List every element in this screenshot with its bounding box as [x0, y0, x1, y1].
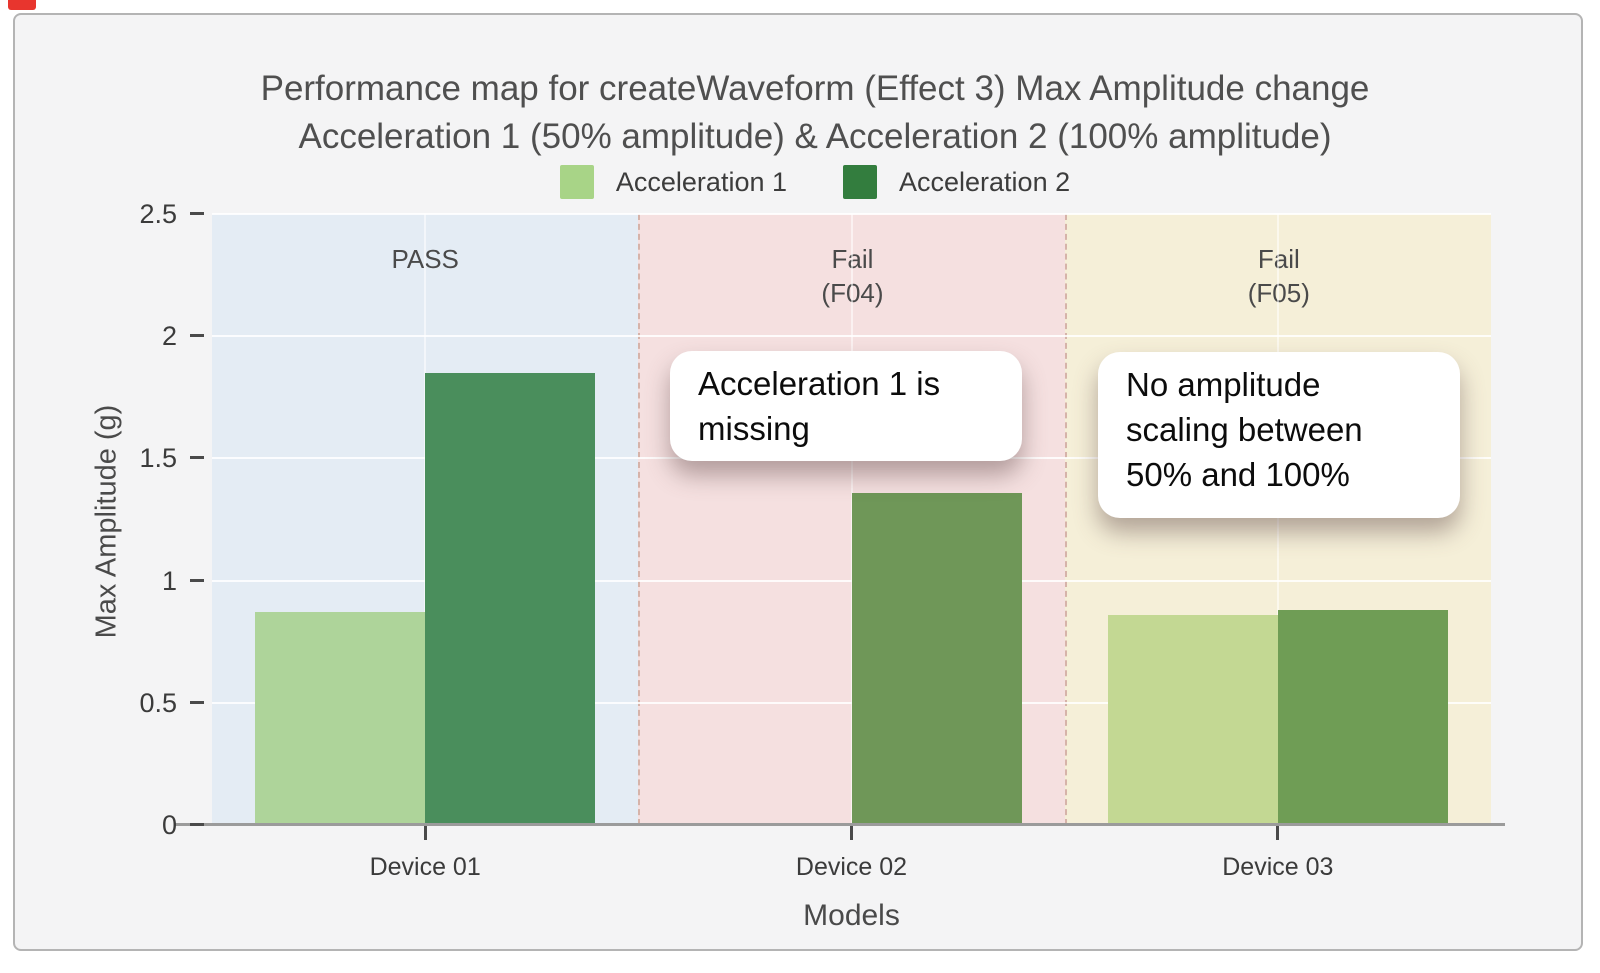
- legend-label: Acceleration 2: [899, 166, 1071, 197]
- x-axis-title: Models: [803, 899, 900, 932]
- y-tick-mark: [190, 212, 204, 215]
- bar-acceleration-2-device-02: [851, 492, 1022, 825]
- y-tick-label: 0.5: [139, 687, 177, 718]
- x-tick-label-device-01: Device 01: [369, 853, 481, 881]
- chart-title: Performance map for createWaveform (Effe…: [15, 65, 1600, 161]
- legend-swatch-icon: [559, 165, 594, 199]
- gridline-vertical: [1276, 214, 1279, 825]
- bar-acceleration-2-device-01: [425, 372, 596, 825]
- x-tick-mark: [423, 826, 427, 840]
- x-tick-label-device-03: Device 03: [1222, 853, 1334, 881]
- x-axis-line: [175, 823, 1505, 826]
- annotation-text-line: Acceleration 1 is: [698, 365, 941, 402]
- bar-acceleration-1-device-03: [1107, 614, 1278, 825]
- bar-acceleration-1-device-01: [255, 612, 426, 825]
- y-tick-mark: [190, 823, 204, 826]
- legend-item-2[interactable]: Acceleration 2: [843, 165, 1070, 199]
- y-tick-label: 1.5: [139, 443, 177, 474]
- annotation-text-line: missing: [698, 410, 810, 447]
- annotation-callout-2: No amplitude scaling between 50% and 100%: [1098, 352, 1460, 518]
- y-tick-label: 0: [161, 810, 177, 840]
- x-tick-mark: [850, 826, 853, 840]
- y-tick-mark: [190, 456, 204, 460]
- y-tick-label: 2.5: [139, 199, 177, 229]
- y-tick-label: 2: [161, 321, 177, 352]
- chart-title-line2: Acceleration 1 (50% amplitude) & Acceler…: [298, 117, 1332, 156]
- recording-indicator: [8, 0, 36, 10]
- legend-label: Acceleration 1: [615, 166, 787, 197]
- chart-title-line1: Performance map for createWaveform (Effe…: [260, 69, 1370, 108]
- y-tick-mark: [190, 700, 204, 704]
- annotation-text-line: scaling between: [1126, 411, 1363, 448]
- annotation-callout-1: Acceleration 1 is missing: [670, 351, 1022, 461]
- bar-acceleration-2-device-03: [1277, 609, 1448, 825]
- legend-swatch-icon: [843, 165, 877, 199]
- y-tick-mark: [190, 334, 204, 338]
- annotation-text-line: 50% and 100%: [1126, 456, 1350, 493]
- plot-area: PASSFail(F04)Fail(F05): [212, 213, 1491, 825]
- annotation-text-line: No amplitude: [1126, 366, 1321, 403]
- x-tick-mark: [1276, 826, 1280, 840]
- legend-item-1[interactable]: Acceleration 1: [559, 165, 787, 199]
- y-tick-label: 1: [161, 565, 177, 596]
- chart-legend: Acceleration 1 Acceleration 2: [15, 165, 1600, 199]
- y-axis-title: Max Amplitude (g): [90, 404, 123, 639]
- y-tick-mark: [190, 578, 204, 582]
- chart-card: Performance map for createWaveform (Effe…: [13, 13, 1583, 951]
- x-tick-label-device-02: Device 02: [795, 853, 908, 881]
